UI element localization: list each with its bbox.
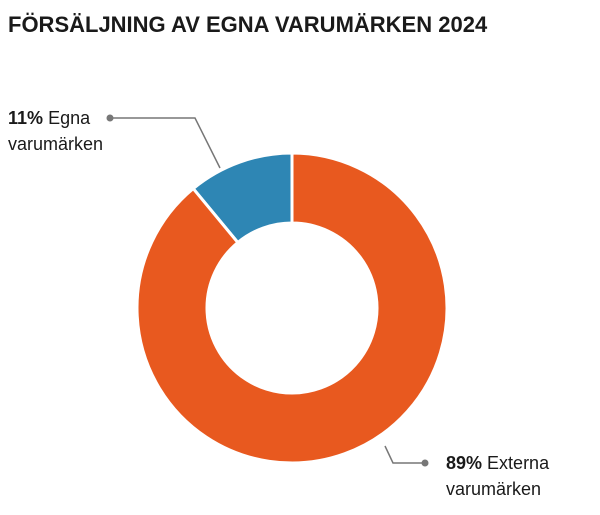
slice-label: 11% Egna varumärken xyxy=(8,105,120,157)
leader-dot xyxy=(421,459,429,467)
chart-title: FÖRSÄLJNING AV EGNA VARUMÄRKEN 2024 xyxy=(8,12,488,37)
leader-line xyxy=(384,445,425,464)
leader-line xyxy=(110,117,221,169)
value-label: 89% xyxy=(446,453,483,473)
category-label: Egna varumärken xyxy=(8,108,104,154)
value-label: 11% xyxy=(8,108,44,128)
leader-dot xyxy=(106,114,114,122)
slice-label: 89% Externa varumärken xyxy=(446,450,586,502)
slices xyxy=(135,151,449,465)
donut-slice xyxy=(135,151,449,465)
category-label: Externa varumärken xyxy=(446,453,550,499)
leaders xyxy=(106,114,429,467)
